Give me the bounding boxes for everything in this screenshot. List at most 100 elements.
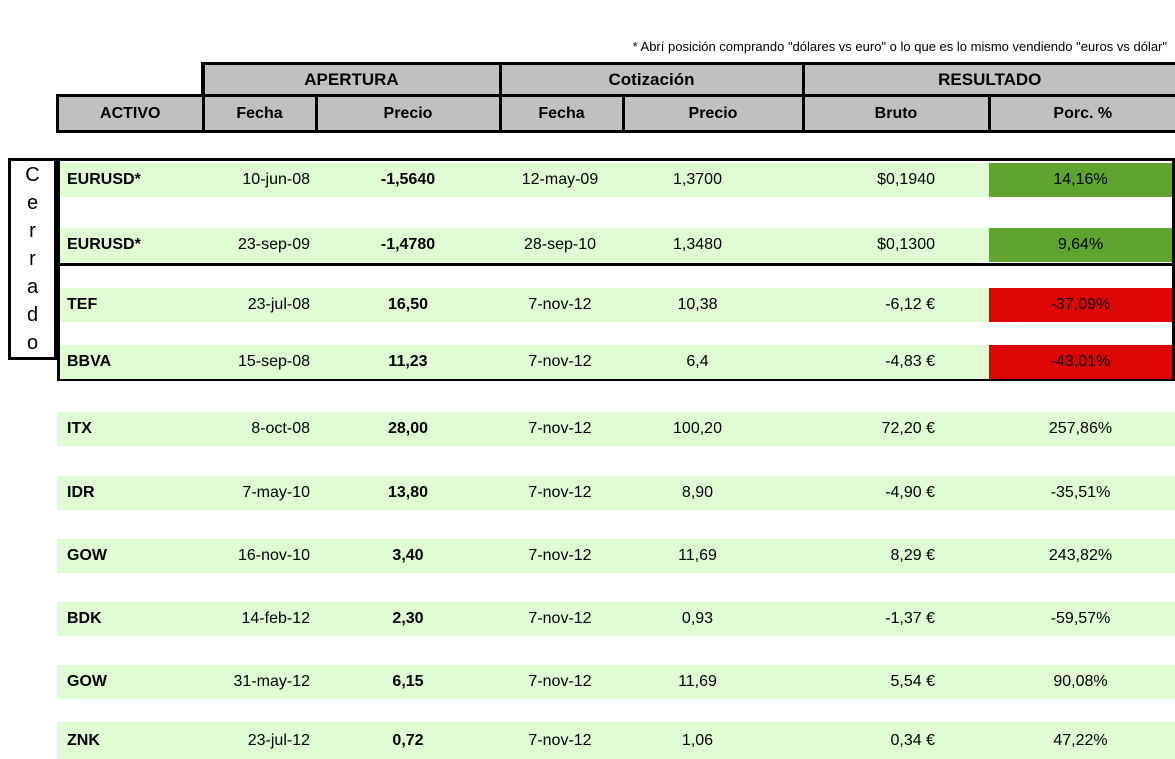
- cell-precio-apertura: 2,30: [392, 610, 424, 627]
- row-background: [57, 539, 1175, 573]
- open-position-row: GOW 31-may-12 6,15 7-nov-12 11,69 5,54 € 90,08…: [0, 665, 1175, 699]
- cell-porcentaje: -35,51%: [1050, 484, 1111, 501]
- cell-activo: BDK: [67, 610, 102, 627]
- cell-porcentaje-loss: -43,01%: [989, 345, 1172, 379]
- cell-precio-cotizacion: 11,69: [678, 673, 717, 690]
- row-background: [60, 288, 989, 322]
- cell-fecha-cotizacion: 12-may-09: [521, 171, 599, 188]
- closed-position-row: EURUSD* 10-jun-08 -1,5640 12-may-09 1,3700 $0…: [0, 163, 1175, 197]
- cell-porcentaje: 243,82%: [1048, 547, 1113, 564]
- cell-precio-cotizacion: 8,90: [681, 484, 714, 501]
- cell-bruto: 8,29 €: [890, 547, 935, 564]
- cell-bruto: 0,34 €: [890, 731, 935, 749]
- closed-label-letter: a: [26, 276, 39, 298]
- closed-label-letter: C: [25, 164, 40, 186]
- closed-block-divider: [57, 263, 1175, 266]
- header-group-resultado: RESULTADO: [804, 65, 1175, 94]
- table-header: APERTURA Cotización RESULTADO ACTIVO Fec…: [56, 62, 1175, 133]
- cell-fecha-cotizacion: 7-nov-12: [528, 484, 592, 501]
- row-background: [57, 665, 1175, 699]
- cell-precio-apertura: 6,15: [392, 673, 424, 690]
- cell-bruto: 72,20 €: [881, 420, 935, 437]
- cell-porcentaje-gain: 9,64%: [989, 228, 1172, 262]
- cell-fecha-apertura: 31-may-12: [233, 673, 310, 690]
- cell-precio-apertura: 3,40: [392, 547, 424, 564]
- cell-precio-cotizacion: 6,4: [686, 353, 709, 370]
- cell-porcentaje: 47,22%: [1053, 731, 1108, 749]
- header-col-porcentaje: Porc. %: [990, 97, 1175, 130]
- cell-precio-apertura: 11,23: [388, 353, 428, 370]
- cell-activo: ITX: [67, 420, 92, 437]
- cell-bruto: $0,1300: [877, 236, 935, 253]
- cell-precio-cotizacion: 1,3700: [673, 171, 722, 188]
- cell-porcentaje-gain: 14,16%: [989, 163, 1172, 197]
- cell-fecha-apertura: 10-jun-08: [242, 171, 310, 188]
- cell-bruto: -1,37 €: [885, 610, 935, 627]
- header-col-fecha-cotizacion: Fecha: [501, 97, 622, 130]
- cell-bruto: -4,83 €: [885, 353, 935, 370]
- row-background: [57, 412, 1175, 446]
- cell-fecha-cotizacion: 7-nov-12: [528, 673, 592, 690]
- cell-fecha-cotizacion: 7-nov-12: [528, 547, 592, 564]
- cell-fecha-apertura: 14-feb-12: [241, 610, 311, 627]
- cell-fecha-apertura: 7-may-10: [242, 484, 310, 501]
- cell-activo: TEF: [67, 296, 98, 313]
- row-background: [57, 602, 1175, 636]
- row-background: [60, 345, 989, 379]
- closed-block-outline: [57, 158, 1175, 381]
- cell-precio-apertura: -1,4780: [380, 236, 436, 253]
- cell-porcentaje-loss: -37,09%: [989, 288, 1172, 322]
- header-blank-corner: [56, 62, 201, 94]
- open-position-row: GOW 16-nov-10 3,40 7-nov-12 11,69 8,29 € 243,8…: [0, 539, 1175, 573]
- header-col-activo: ACTIVO: [59, 97, 202, 130]
- cell-fecha-apertura: 16-nov-10: [237, 547, 310, 564]
- closed-label-letter: e: [26, 192, 39, 214]
- row-background: [57, 722, 1175, 759]
- cell-porcentaje: 257,86%: [1048, 420, 1113, 437]
- cell-activo: ZNK: [67, 731, 100, 749]
- cell-fecha-apertura: 23-jul-08: [247, 296, 310, 313]
- cell-fecha-cotizacion: 7-nov-12: [528, 296, 592, 313]
- cell-fecha-cotizacion: 7-nov-12: [528, 420, 592, 437]
- cell-porcentaje: 90,08%: [1053, 673, 1108, 690]
- cell-activo: GOW: [67, 673, 107, 690]
- closed-position-row: TEF 23-jul-08 16,50 7-nov-12 10,38 -6,12 € -37…: [0, 288, 1175, 322]
- header-group-apertura: APERTURA: [204, 65, 499, 94]
- open-position-row: BDK 14-feb-12 2,30 7-nov-12 0,93 -1,37 € -59,5…: [0, 602, 1175, 636]
- cell-precio-apertura: 28,00: [387, 420, 429, 437]
- cell-bruto: $0,1940: [877, 171, 935, 188]
- cell-precio-apertura: 16,50: [387, 296, 429, 313]
- closed-label-letter: r: [29, 220, 36, 242]
- cell-fecha-apertura: 23-sep-09: [237, 236, 310, 253]
- cell-activo: BBVA: [67, 353, 112, 370]
- header-col-fecha-apertura: Fecha: [204, 97, 315, 130]
- footnote: * Abrí posición comprando "dólares vs eu…: [632, 39, 1167, 54]
- cell-precio-cotizacion: 1,06: [681, 731, 714, 749]
- cell-bruto: -6,12 €: [885, 296, 935, 313]
- cell-precio-cotizacion: 10,38: [677, 296, 718, 313]
- cell-fecha-cotizacion: 7-nov-12: [528, 353, 592, 370]
- closed-label-letter: d: [26, 304, 39, 326]
- cell-fecha-apertura: 8-oct-08: [251, 420, 310, 437]
- cell-precio-cotizacion: 1,3480: [673, 236, 722, 253]
- cell-porcentaje: -59,57%: [1050, 610, 1111, 627]
- open-position-row: ITX 8-oct-08 28,00 7-nov-12 100,20 72,20 € 257…: [0, 412, 1175, 446]
- cell-precio-cotizacion: 0,93: [681, 610, 714, 627]
- row-background: [60, 228, 989, 262]
- header-col-precio-cotizacion: Precio: [624, 97, 802, 130]
- cell-precio-apertura: 13,80: [387, 484, 429, 501]
- row-background: [60, 163, 989, 197]
- header-col-bruto: Bruto: [804, 97, 988, 130]
- closed-label-letter: o: [26, 332, 39, 354]
- cell-fecha-cotizacion: 7-nov-12: [528, 731, 592, 749]
- cell-fecha-apertura: 23-jul-12: [247, 731, 310, 749]
- cell-fecha-apertura: 15-sep-08: [237, 353, 310, 370]
- cell-bruto: 5,54 €: [890, 673, 935, 690]
- closed-label-letter: r: [29, 248, 36, 270]
- cell-activo: EURUSD*: [67, 171, 141, 188]
- header-col-precio-apertura: Precio: [317, 97, 499, 130]
- cell-activo: GOW: [67, 547, 107, 564]
- closed-position-row: BBVA 15-sep-08 11,23 7-nov-12 6,4 -4,83 € -43,…: [0, 345, 1175, 379]
